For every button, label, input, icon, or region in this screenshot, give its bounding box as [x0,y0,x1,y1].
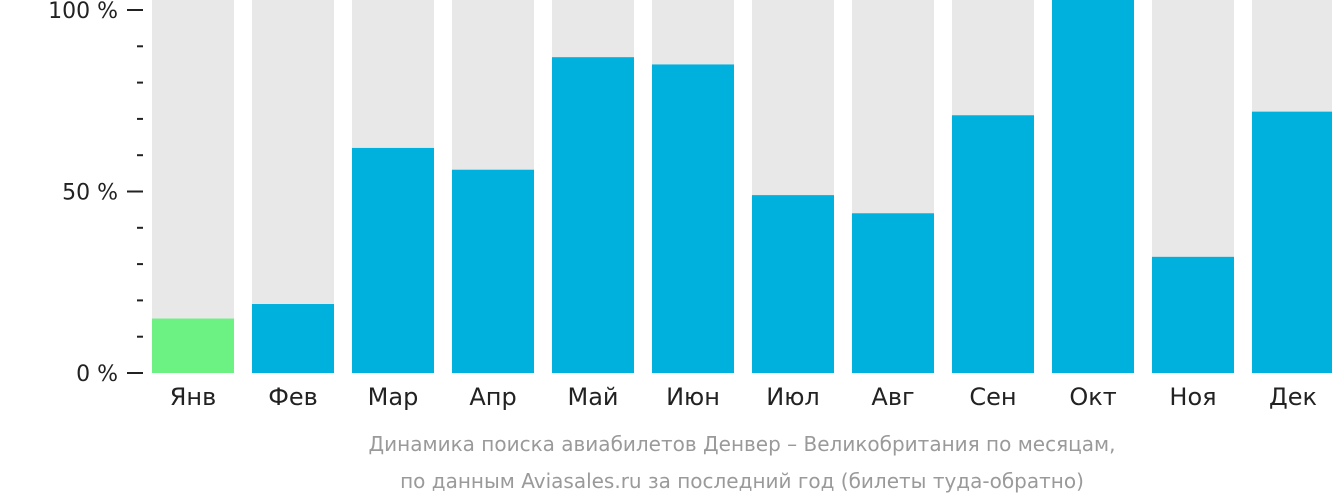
bar-7 [852,213,934,373]
x-tick-label-5: Июн [666,383,720,411]
bar-0 [152,318,234,373]
x-tick-label-6: Июл [766,383,820,411]
bar-11 [1252,111,1332,373]
x-tick-label-4: Май [567,383,618,411]
bar-9 [1052,0,1134,373]
x-tick-label-0: Янв [170,383,217,411]
x-tick-label-7: Авг [871,383,914,411]
x-tick-label-1: Фев [268,383,318,411]
bar-2 [352,147,434,373]
bar-8 [952,115,1034,374]
y-tick-label-0: 100 % [48,0,118,24]
bar-10 [1152,256,1234,373]
bar-4 [552,57,634,373]
y-tick-label-2: 0 % [76,362,118,387]
caption-line-2: по данным Aviasales.ru за последний год … [400,469,1084,493]
y-axis: 100 % 50 % 0 % [48,0,143,387]
x-tick-label-9: Окт [1069,383,1116,411]
y-tick-label-1: 50 % [62,181,118,206]
x-tick-label-11: Дек [1269,383,1317,411]
bar-3 [452,169,534,373]
caption-line-1: Динамика поиска авиабилетов Денвер – Вел… [369,432,1116,456]
bar-6 [752,195,834,373]
bar-1 [252,304,334,373]
bars-group [152,0,1332,374]
bar-5 [652,64,734,373]
x-tick-label-10: Ноя [1169,383,1216,411]
x-tick-label-2: Мар [368,383,419,411]
x-axis-labels: Янв Фев Мар Апр Май Июн Июл Авг Сен Окт Ноя Дек [170,383,1317,411]
x-tick-label-8: Сен [969,383,1016,411]
bar-background-0 [152,0,234,373]
x-tick-label-3: Апр [469,383,516,411]
